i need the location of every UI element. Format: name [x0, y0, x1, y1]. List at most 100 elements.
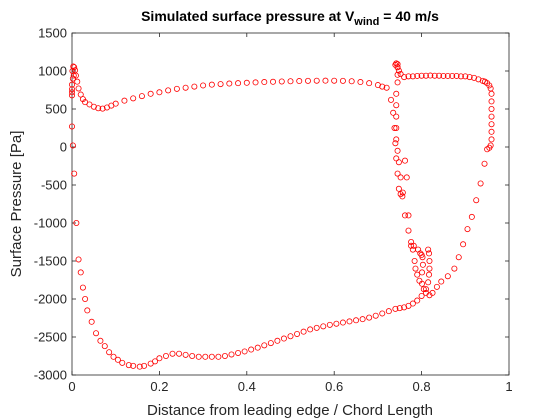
x-tick-label: 0 — [68, 379, 75, 394]
data-point — [379, 310, 386, 317]
data-point — [348, 78, 355, 85]
data-point — [215, 353, 222, 360]
data-point — [426, 265, 433, 272]
data-point — [114, 356, 121, 363]
data-point — [333, 320, 340, 327]
data-point — [397, 174, 404, 181]
data-point — [71, 64, 78, 71]
data-point — [97, 337, 104, 344]
data-point — [488, 113, 495, 120]
data-point — [488, 136, 495, 143]
data-point — [313, 324, 320, 331]
data-point — [488, 98, 495, 105]
data-point — [487, 142, 494, 149]
y-axis-label: Surface Pressure [Pa] — [8, 131, 25, 278]
x-axis: 0 0.2 0.4 0.6 0.8 1 — [68, 33, 513, 394]
data-point — [82, 295, 89, 302]
data-point — [261, 79, 268, 86]
x-tick-label: 0.6 — [325, 379, 343, 394]
x-tick-label: 0.8 — [413, 379, 431, 394]
data-point — [395, 67, 402, 74]
data-point — [426, 250, 433, 257]
data-point — [261, 342, 268, 349]
data-point — [405, 212, 412, 219]
data-point — [379, 83, 386, 90]
y-tick-label: -500 — [41, 178, 67, 193]
data-point — [393, 136, 400, 143]
data-point — [270, 78, 277, 85]
data-point — [169, 350, 176, 357]
data-point — [412, 265, 419, 272]
data-point — [294, 330, 301, 337]
data-point — [162, 352, 169, 359]
data-point — [466, 74, 473, 81]
data-point — [393, 90, 400, 97]
data-point — [346, 318, 353, 325]
data-point — [248, 346, 255, 353]
y-tick-label: -2500 — [34, 330, 67, 345]
data-point — [395, 185, 402, 192]
data-point — [72, 72, 79, 79]
data-point — [217, 81, 224, 88]
data-point — [95, 105, 102, 112]
data-point — [274, 337, 281, 344]
data-point — [392, 305, 399, 312]
data-point — [468, 213, 475, 220]
data-point — [405, 73, 412, 80]
data-points — [69, 60, 495, 370]
data-point — [99, 105, 106, 112]
data-point — [451, 265, 458, 272]
data-point — [307, 326, 314, 333]
data-point — [75, 85, 82, 92]
data-point — [243, 79, 250, 86]
data-point — [414, 271, 421, 278]
y-tick-label: 0 — [60, 140, 67, 155]
data-point — [488, 106, 495, 113]
data-point — [241, 348, 248, 355]
data-point — [202, 353, 209, 360]
data-point — [401, 74, 408, 81]
chart-title-suffix: = 40 m/s — [379, 8, 439, 24]
data-point — [138, 93, 145, 100]
data-point — [235, 349, 242, 356]
data-point — [397, 71, 404, 78]
x-tick-label: 1 — [505, 379, 512, 394]
data-point — [399, 193, 406, 200]
data-point — [411, 257, 418, 264]
chart-title: Simulated surface pressure at Vwind = 40… — [141, 8, 439, 28]
data-point — [444, 72, 451, 79]
data-point — [189, 352, 196, 359]
data-point — [419, 269, 426, 276]
data-point — [391, 125, 398, 132]
data-point — [70, 63, 77, 70]
data-point — [339, 319, 346, 326]
data-point — [426, 271, 433, 278]
y-tick-label: 1500 — [38, 26, 67, 41]
data-point — [395, 159, 402, 166]
data-point — [388, 96, 395, 103]
data-point — [173, 85, 180, 92]
data-point — [460, 241, 467, 248]
data-point — [440, 72, 447, 79]
data-point — [444, 273, 451, 280]
data-point — [278, 78, 285, 85]
data-point — [287, 333, 294, 340]
data-point — [73, 219, 80, 226]
data-point — [93, 330, 100, 337]
data-point — [110, 353, 117, 360]
data-point — [385, 308, 392, 315]
data-point — [429, 289, 436, 296]
data-point — [280, 335, 287, 342]
data-point — [419, 261, 426, 268]
data-point — [394, 170, 401, 177]
data-point — [455, 254, 462, 261]
data-point — [449, 72, 456, 79]
data-point — [322, 77, 329, 84]
data-point — [152, 358, 159, 365]
data-point — [414, 297, 421, 304]
data-point — [195, 353, 202, 360]
data-point — [71, 170, 78, 177]
data-point — [473, 197, 480, 204]
data-point — [393, 125, 400, 132]
